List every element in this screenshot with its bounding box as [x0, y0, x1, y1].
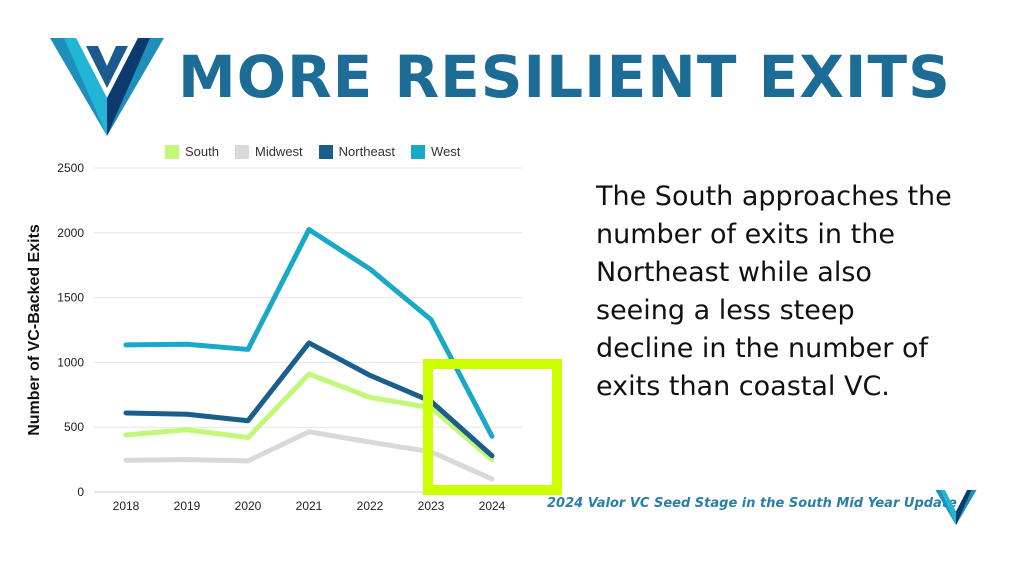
series-line-midwest [123, 429, 495, 482]
exits-line-chart: 0 500 1000 1500 2000 2500 2018 2019 2020 2021 2022… [57, 161, 562, 513]
legend-swatch [318, 144, 333, 159]
legend-swatch [165, 144, 179, 159]
legend-item-northeast: Northeast [318, 144, 396, 159]
x-tick-label: 2022 [357, 499, 384, 513]
series-line-west [123, 227, 495, 439]
y-tick-label: 2500 [57, 161, 84, 175]
x-tick-label: 2020 [235, 499, 262, 513]
legend-item-midwest: Midwest [234, 144, 303, 159]
highlight-box [423, 359, 562, 495]
x-tick-label: 2019 [174, 499, 201, 513]
description-text: The South approaches the number of exits… [596, 181, 952, 402]
legend-label: West [431, 144, 461, 159]
legend-item-west: West [411, 144, 460, 159]
y-tick-label: 2000 [57, 226, 84, 240]
y-tick-label: 500 [64, 420, 84, 434]
series-line-south [123, 371, 495, 463]
legend-label: Midwest [254, 144, 303, 159]
x-tick-label: 2018 [113, 499, 140, 513]
page-title: MORE RESILIENT EXITS [178, 43, 951, 111]
legend-item-south: South [165, 144, 219, 159]
y-tick-label: 1500 [57, 291, 84, 305]
x-tick-label: 2024 [479, 499, 506, 513]
legend-label: Northeast [338, 144, 396, 159]
y-tick-label: 0 [77, 485, 84, 499]
legend-swatch [234, 144, 249, 159]
x-tick-label: 2023 [418, 499, 445, 513]
y-tick-label: 1000 [57, 355, 84, 369]
footer-text: 2024 Valor VC Seed Stage in the South Mi… [547, 496, 957, 511]
legend-swatch [411, 144, 426, 159]
valor-logo-icon [50, 38, 164, 136]
chart-legend: South Midwest Northeast West [165, 144, 460, 159]
valor-logo-small-icon [935, 489, 977, 526]
x-tick-label: 2021 [296, 499, 323, 513]
legend-label: South [185, 144, 219, 159]
